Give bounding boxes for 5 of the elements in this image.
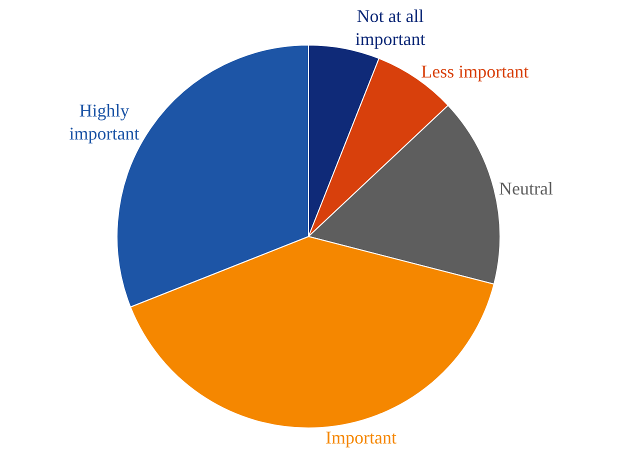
slice-label: Important (326, 428, 397, 448)
slice-label: Neutral (498, 178, 553, 198)
slice-label: Highly important (69, 100, 140, 144)
slice-label: Less important (421, 61, 529, 82)
slice-label: Not at all important (355, 6, 426, 50)
